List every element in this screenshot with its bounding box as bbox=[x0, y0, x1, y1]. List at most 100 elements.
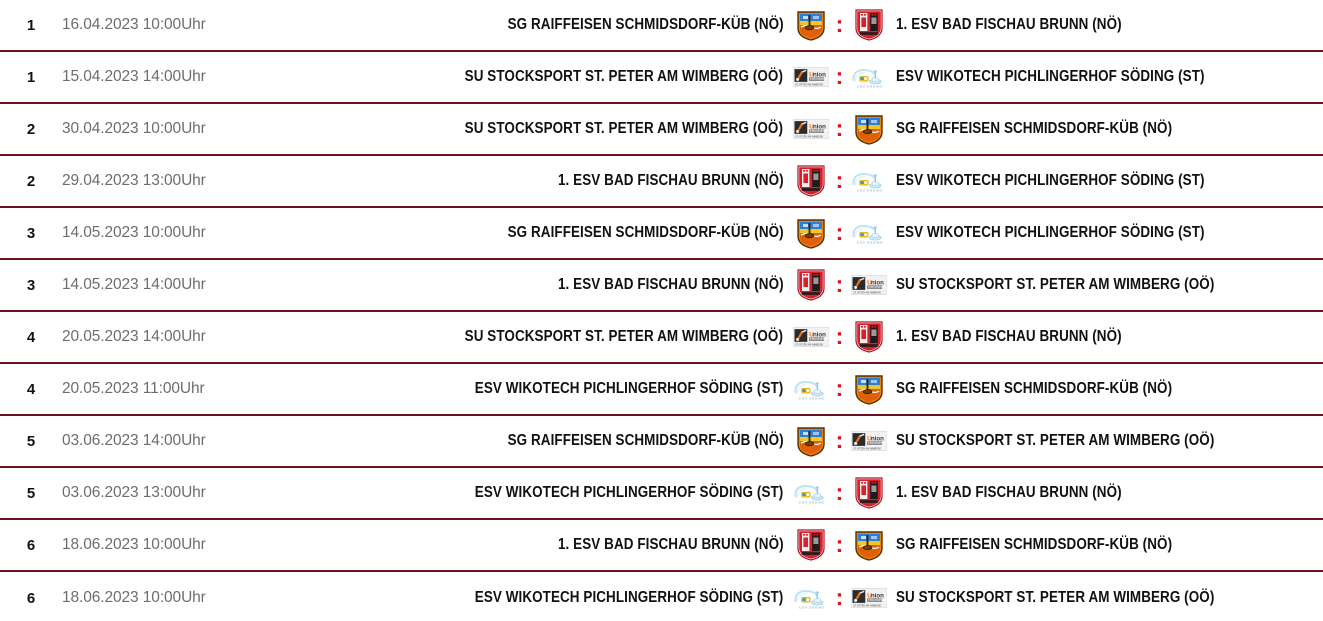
home-team-name: SG RAIFFEISEN SCHMIDSDORF-KÜB (NÖ) bbox=[507, 224, 784, 241]
table-row[interactable]: 5 03.06.2023 13:00Uhr ESV WIKOTECH PICHL… bbox=[0, 468, 1323, 520]
esv-soeding-stone-logo: ESV SÖDING bbox=[851, 59, 887, 95]
round-number: 5 bbox=[26, 432, 36, 450]
schmidsdorf-crest-logo bbox=[851, 111, 887, 147]
away-team[interactable]: ESV SÖDING ESV WIKOTECH PICHLINGERHOF SÖ… bbox=[849, 59, 1318, 95]
table-row[interactable]: 6 18.06.2023 10:00Uhr 1. ESV BAD FISCHAU… bbox=[0, 520, 1323, 572]
score-separator: : bbox=[835, 583, 844, 610]
match-datetime: 30.04.2023 10:00Uhr bbox=[62, 120, 206, 137]
svg-text:ST. PETER AM WIMBERG: ST. PETER AM WIMBERG bbox=[795, 83, 823, 86]
match-datetime: 03.06.2023 13:00Uhr bbox=[62, 484, 206, 501]
table-row[interactable]: 3 14.05.2023 14:00Uhr 1. ESV BAD FISCHAU… bbox=[0, 260, 1323, 312]
score-separator: : bbox=[835, 478, 844, 505]
svg-text:ESV SÖDING: ESV SÖDING bbox=[799, 605, 825, 610]
union-stocksport-st-peter-logo: U nion STOCKSPORT ST. PETER AM WIMBERG bbox=[850, 423, 887, 459]
table-row[interactable]: 1 16.04.2023 10:00Uhr SG RAIFFEISEN SCHM… bbox=[0, 0, 1323, 52]
match-datetime: 29.04.2023 13:00Uhr bbox=[62, 172, 206, 189]
round-number: 1 bbox=[26, 16, 36, 34]
svg-text:nion: nion bbox=[870, 592, 883, 599]
score-separator: : bbox=[835, 62, 844, 89]
esv-soeding-stone-logo: ESV SÖDING bbox=[793, 475, 829, 511]
svg-text:ESV SÖDING: ESV SÖDING bbox=[857, 84, 883, 89]
home-team[interactable]: 1. ESV BAD FISCHAU BRUNN (NÖ) bbox=[362, 267, 831, 303]
table-row[interactable]: 2 30.04.2023 10:00Uhr SU STOCKSPORT ST. … bbox=[0, 104, 1323, 156]
home-team[interactable]: 1. ESV BAD FISCHAU BRUNN (NÖ) bbox=[362, 163, 831, 199]
svg-text:ESV SÖDING: ESV SÖDING bbox=[799, 396, 825, 401]
away-team[interactable]: SG RAIFFEISEN SCHMIDSDORF-KÜB (NÖ) bbox=[849, 527, 1318, 563]
table-row[interactable]: 2 29.04.2023 13:00Uhr 1. ESV BAD FISCHAU… bbox=[0, 156, 1323, 208]
svg-text:STOCKSPORT: STOCKSPORT bbox=[809, 337, 828, 341]
score-separator: : bbox=[835, 218, 844, 245]
round-number: 2 bbox=[26, 120, 36, 138]
away-team[interactable]: U nion STOCKSPORT ST. PETER AM WIMBERG S… bbox=[849, 580, 1318, 616]
round-number: 4 bbox=[26, 380, 36, 398]
round-number: 2 bbox=[26, 172, 36, 190]
svg-text:U: U bbox=[867, 279, 872, 286]
away-team[interactable]: U nion STOCKSPORT ST. PETER AM WIMBERG S… bbox=[849, 423, 1318, 459]
home-team[interactable]: SU STOCKSPORT ST. PETER AM WIMBERG (OÖ) … bbox=[362, 111, 831, 147]
score-separator: : bbox=[835, 322, 844, 349]
esv-soeding-stone-logo: ESV SÖDING bbox=[851, 215, 887, 251]
svg-text:U: U bbox=[809, 71, 814, 78]
union-stocksport-st-peter-logo: U nion STOCKSPORT ST. PETER AM WIMBERG bbox=[850, 267, 887, 303]
away-team-name: ESV WIKOTECH PICHLINGERHOF SÖDING (ST) bbox=[895, 172, 1205, 189]
home-team[interactable]: SU STOCKSPORT ST. PETER AM WIMBERG (OÖ) … bbox=[362, 59, 831, 95]
home-team[interactable]: ESV WIKOTECH PICHLINGERHOF SÖDING (ST) E… bbox=[362, 475, 831, 511]
esv-soeding-stone-logo: ESV SÖDING bbox=[793, 580, 829, 616]
match-datetime: 20.05.2023 11:00Uhr bbox=[62, 380, 205, 397]
home-team-name: SG RAIFFEISEN SCHMIDSDORF-KÜB (NÖ) bbox=[507, 16, 784, 33]
svg-text:nion: nion bbox=[812, 123, 825, 130]
svg-text:STOCKSPORT: STOCKSPORT bbox=[867, 598, 886, 602]
schmidsdorf-crest-logo bbox=[851, 371, 887, 407]
svg-text:nion: nion bbox=[870, 279, 883, 286]
table-row[interactable]: 3 14.05.2023 10:00Uhr SG RAIFFEISEN SCHM… bbox=[0, 208, 1323, 260]
away-team-name: SG RAIFFEISEN SCHMIDSDORF-KÜB (NÖ) bbox=[895, 380, 1172, 397]
match-datetime: 18.06.2023 10:00Uhr bbox=[62, 536, 206, 553]
match-pairing: ESV WIKOTECH PICHLINGERHOF SÖDING (ST) E… bbox=[362, 580, 1317, 616]
svg-text:U: U bbox=[867, 592, 872, 599]
away-team[interactable]: 1. ESV BAD FISCHAU BRUNN (NÖ) bbox=[849, 475, 1318, 511]
match-pairing: SG RAIFFEISEN SCHMIDSDORF-KÜB (NÖ) : bbox=[362, 215, 1317, 251]
match-pairing: SG RAIFFEISEN SCHMIDSDORF-KÜB (NÖ) : U bbox=[362, 423, 1317, 459]
home-team-name: 1. ESV BAD FISCHAU BRUNN (NÖ) bbox=[557, 276, 784, 293]
away-team[interactable]: 1. ESV BAD FISCHAU BRUNN (NÖ) bbox=[849, 7, 1318, 43]
score-separator: : bbox=[835, 114, 844, 141]
away-team[interactable]: 1. ESV BAD FISCHAU BRUNN (NÖ) bbox=[849, 319, 1318, 355]
home-team[interactable]: SU STOCKSPORT ST. PETER AM WIMBERG (OÖ) … bbox=[362, 319, 831, 355]
match-pairing: SU STOCKSPORT ST. PETER AM WIMBERG (OÖ) … bbox=[362, 111, 1317, 147]
away-team[interactable]: SG RAIFFEISEN SCHMIDSDORF-KÜB (NÖ) bbox=[849, 111, 1318, 147]
bad-fischau-brunn-shield-logo bbox=[851, 7, 887, 43]
away-team[interactable]: U nion STOCKSPORT ST. PETER AM WIMBERG S… bbox=[849, 267, 1318, 303]
home-team[interactable]: 1. ESV BAD FISCHAU BRUNN (NÖ) bbox=[362, 527, 831, 563]
home-team[interactable]: ESV WIKOTECH PICHLINGERHOF SÖDING (ST) E… bbox=[362, 580, 831, 616]
home-team[interactable]: ESV WIKOTECH PICHLINGERHOF SÖDING (ST) E… bbox=[362, 371, 831, 407]
match-pairing: ESV WIKOTECH PICHLINGERHOF SÖDING (ST) E… bbox=[362, 475, 1317, 511]
svg-text:nion: nion bbox=[812, 71, 825, 78]
away-team-name: ESV WIKOTECH PICHLINGERHOF SÖDING (ST) bbox=[895, 224, 1205, 241]
away-team-name: SG RAIFFEISEN SCHMIDSDORF-KÜB (NÖ) bbox=[895, 536, 1172, 553]
home-team[interactable]: SG RAIFFEISEN SCHMIDSDORF-KÜB (NÖ) bbox=[362, 423, 831, 459]
home-team[interactable]: SG RAIFFEISEN SCHMIDSDORF-KÜB (NÖ) bbox=[362, 7, 831, 43]
home-team[interactable]: SG RAIFFEISEN SCHMIDSDORF-KÜB (NÖ) bbox=[362, 215, 831, 251]
schmidsdorf-crest-logo bbox=[793, 215, 829, 251]
bad-fischau-brunn-shield-logo bbox=[793, 267, 829, 303]
table-row[interactable]: 5 03.06.2023 14:00Uhr SG RAIFFEISEN SCHM… bbox=[0, 416, 1323, 468]
table-row[interactable]: 6 18.06.2023 10:00Uhr ESV WIKOTECH PICHL… bbox=[0, 572, 1323, 621]
bad-fischau-brunn-shield-logo bbox=[851, 319, 887, 355]
away-team[interactable]: ESV SÖDING ESV WIKOTECH PICHLINGERHOF SÖ… bbox=[849, 215, 1318, 251]
away-team[interactable]: SG RAIFFEISEN SCHMIDSDORF-KÜB (NÖ) bbox=[849, 371, 1318, 407]
match-datetime: 03.06.2023 14:00Uhr bbox=[62, 432, 206, 449]
away-team-name: SU STOCKSPORT ST. PETER AM WIMBERG (OÖ) bbox=[895, 276, 1214, 293]
table-row[interactable]: 4 20.05.2023 11:00Uhr ESV WIKOTECH PICHL… bbox=[0, 364, 1323, 416]
match-datetime: 20.05.2023 14:00Uhr bbox=[62, 328, 206, 345]
home-team-name: 1. ESV BAD FISCHAU BRUNN (NÖ) bbox=[557, 536, 784, 553]
table-row[interactable]: 4 20.05.2023 14:00Uhr SU STOCKSPORT ST. … bbox=[0, 312, 1323, 364]
table-row[interactable]: 1 15.04.2023 14:00Uhr SU STOCKSPORT ST. … bbox=[0, 52, 1323, 104]
away-team[interactable]: ESV SÖDING ESV WIKOTECH PICHLINGERHOF SÖ… bbox=[849, 163, 1318, 199]
schmidsdorf-crest-logo bbox=[851, 527, 887, 563]
esv-soeding-stone-logo: ESV SÖDING bbox=[793, 371, 829, 407]
match-pairing: ESV WIKOTECH PICHLINGERHOF SÖDING (ST) E… bbox=[362, 371, 1317, 407]
svg-text:ST. PETER AM WIMBERG: ST. PETER AM WIMBERG bbox=[795, 135, 823, 138]
svg-text:nion: nion bbox=[812, 331, 825, 338]
bad-fischau-brunn-shield-logo bbox=[793, 163, 829, 199]
